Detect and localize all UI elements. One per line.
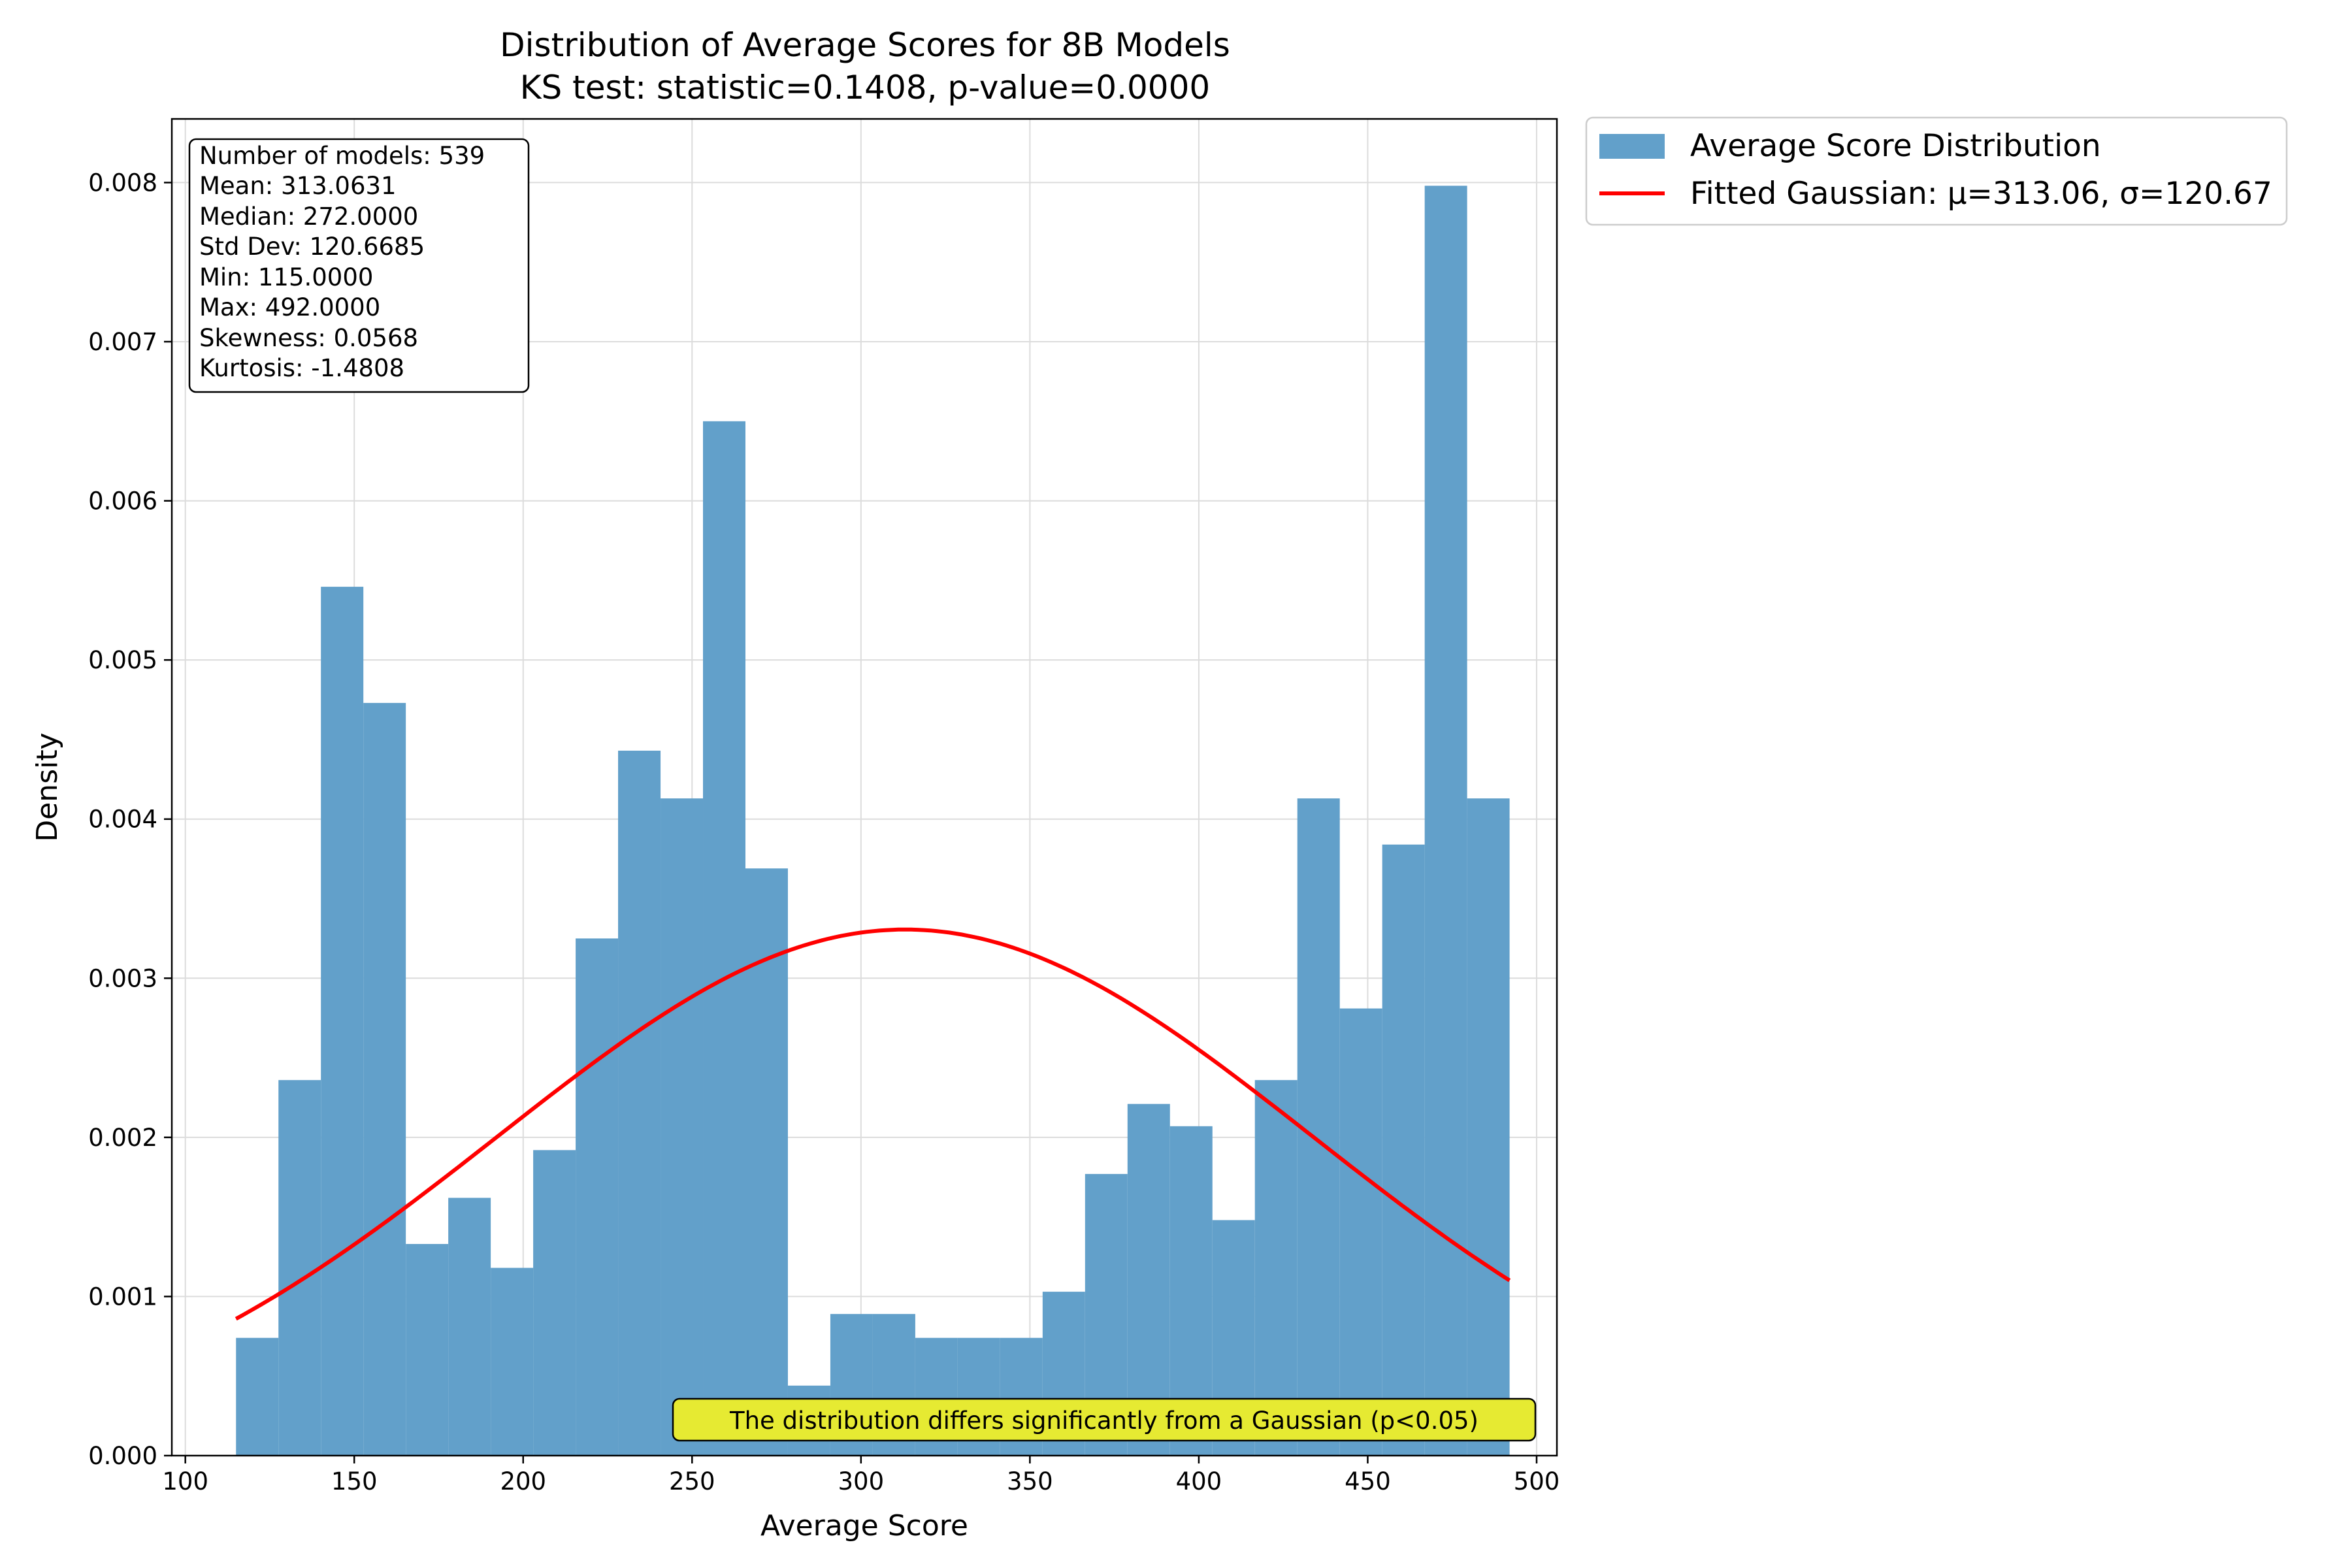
histogram-bar <box>1254 1080 1298 1456</box>
stats-box: Number of models: 539 Mean: 313.0631 Med… <box>188 138 530 393</box>
legend-label-histogram: Average Score Distribution <box>1690 128 2101 164</box>
histogram-bar <box>491 1267 534 1456</box>
x-axis-label: Average Score <box>760 1509 968 1543</box>
x-tick-label: 250 <box>669 1467 715 1495</box>
histogram-bar <box>661 798 704 1456</box>
x-tick-label: 450 <box>1345 1467 1391 1495</box>
histogram-bar <box>1424 186 1467 1456</box>
chart-title: Distribution of Average Scores for 8B Mo… <box>500 26 1230 64</box>
stats-line-max: Max: 492.0000 <box>199 293 380 321</box>
histogram-bar <box>321 587 364 1456</box>
x-tick-label: 500 <box>1514 1467 1560 1495</box>
histogram-bar <box>1127 1103 1170 1456</box>
histogram-bar <box>406 1244 449 1456</box>
histogram-bar <box>278 1080 321 1456</box>
histogram-bar <box>448 1198 491 1456</box>
y-axis-label: Density <box>31 732 64 841</box>
x-tick-label: 100 <box>162 1467 208 1495</box>
y-tick-label: 0.002 <box>88 1124 157 1152</box>
y-tick-label: 0.006 <box>88 487 157 515</box>
x-tick-label: 150 <box>331 1467 378 1495</box>
histogram-bar <box>1382 844 1425 1456</box>
fitted-gaussian-line <box>235 927 1511 1321</box>
y-tick-label: 0.001 <box>88 1282 157 1311</box>
histogram-bar <box>703 421 745 1456</box>
legend: Average Score Distribution Fitted Gaussi… <box>1585 116 2288 226</box>
legend-frame <box>1585 116 2288 226</box>
y-tick-label: 0.000 <box>88 1442 157 1470</box>
stats-line-median: Median: 272.0000 <box>199 203 418 231</box>
x-tick-label: 300 <box>838 1467 885 1495</box>
y-tick-label: 0.007 <box>88 328 157 356</box>
histogram-bar <box>1339 1008 1382 1456</box>
histogram-bar <box>363 702 406 1456</box>
significance-annotation: The distribution differs significantly f… <box>672 1397 1537 1442</box>
y-axis-ticks: 0.000 0.001 0.002 0.003 0.004 0.005 0.006 0.007… <box>88 169 172 1470</box>
histogram-bar <box>576 938 619 1456</box>
plot-frame <box>171 118 1558 1457</box>
y-tick-label: 0.004 <box>88 806 157 834</box>
legend-label-gaussian: Fitted Gaussian: μ=313.06, σ=120.67 <box>1690 176 2272 212</box>
x-tick-label: 350 <box>1007 1467 1053 1495</box>
histogram-bar <box>745 868 788 1456</box>
histogram-bar <box>236 1337 279 1456</box>
histogram-bar <box>533 1150 576 1456</box>
stats-line-kurtosis: Kurtosis: -1.4808 <box>199 354 404 382</box>
stats-line-mean: Mean: 313.0631 <box>199 172 397 200</box>
x-axis-ticks: 100 150 200 250 300 350 400 450 500 <box>162 1456 1560 1495</box>
chart-subtitle: KS test: statistic=0.1408, p-value=0.000… <box>520 69 1211 106</box>
stats-line-skewness: Skewness: 0.0568 <box>199 324 418 352</box>
stats-line-min: Min: 115.0000 <box>199 263 373 291</box>
y-tick-label: 0.003 <box>88 964 157 992</box>
histogram-bar <box>1297 798 1340 1456</box>
x-tick-label: 200 <box>500 1467 546 1495</box>
histogram-bar <box>1467 798 1510 1456</box>
stats-line-count: Number of models: 539 <box>199 142 485 170</box>
stats-line-std: Std Dev: 120.6685 <box>199 233 425 261</box>
legend-swatch-histogram <box>1599 134 1665 159</box>
x-tick-label: 400 <box>1176 1467 1222 1495</box>
histogram-bar <box>618 750 661 1456</box>
y-tick-label: 0.005 <box>88 646 157 674</box>
histogram-bars <box>236 186 1510 1456</box>
significance-text: The distribution differs significantly f… <box>729 1407 1478 1435</box>
y-tick-label: 0.008 <box>88 169 157 197</box>
